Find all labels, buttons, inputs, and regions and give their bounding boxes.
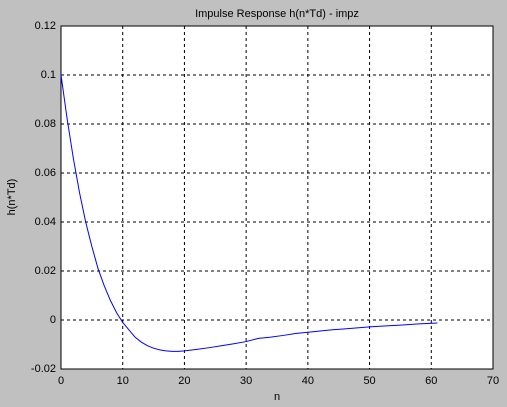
x-tick-label: 30 [240, 375, 252, 387]
line-series [60, 74, 438, 352]
y-axis-label: h(n*Td) [6, 179, 18, 216]
x-tick-label: 70 [487, 375, 499, 387]
x-axis-label: n [274, 391, 280, 403]
x-tick-label: 0 [58, 375, 64, 387]
y-tick-label: -0.02 [31, 363, 56, 375]
x-tick-label: 40 [302, 375, 314, 387]
plot-area [61, 26, 493, 369]
x-tick-label: 60 [425, 375, 437, 387]
y-tick-label: 0.02 [35, 265, 56, 277]
y-tick-label: 0 [50, 314, 56, 326]
chart-title: Impulse Response h(n*Td) - impz [195, 8, 359, 20]
y-tick-label: 0.04 [35, 216, 56, 228]
y-tick-label: 0.08 [35, 118, 56, 130]
y-tick-label: 0.06 [35, 167, 56, 179]
y-tick-label: 0.12 [35, 20, 56, 32]
x-tick-label: 10 [117, 375, 129, 387]
x-tick-label: 50 [363, 375, 375, 387]
x-tick-label: 20 [178, 375, 190, 387]
y-tick-label: 0.1 [41, 69, 56, 81]
axes-box [60, 25, 494, 370]
